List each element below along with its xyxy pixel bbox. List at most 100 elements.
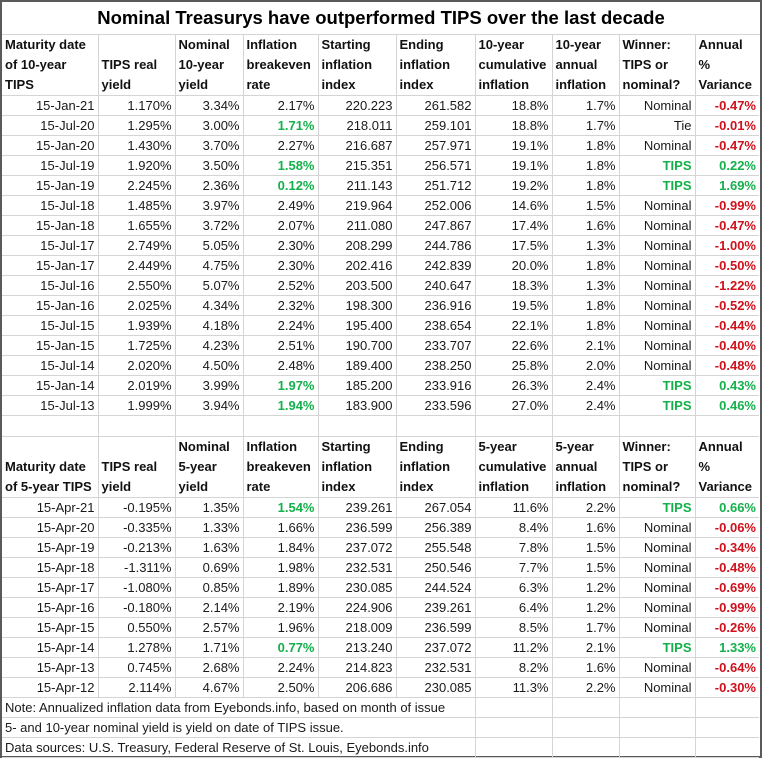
cell-tips-real-yield[interactable]: -0.195% — [98, 497, 176, 518]
cell-tips-real-yield[interactable]: 2.020% — [98, 355, 176, 376]
cell-annual-inflation[interactable]: 1.7% — [552, 115, 620, 136]
cell-tips-real-yield[interactable]: 2.025% — [98, 295, 176, 316]
cell-maturity-date[interactable]: 15-Apr-13 — [2, 657, 99, 678]
cell-maturity-date[interactable]: 15-Apr-18 — [2, 557, 99, 578]
cell-annual-variance[interactable]: -0.47% — [695, 95, 759, 116]
cell-inflation-breakeven-rate[interactable]: 2.32% — [243, 295, 319, 316]
cell-winner[interactable]: Nominal — [619, 335, 696, 356]
cell-starting-inflation-index[interactable]: 203.500 — [318, 275, 397, 296]
cell-cumulative-inflation[interactable]: 6.3% — [475, 577, 553, 598]
cell-annual-variance[interactable]: 0.22% — [695, 155, 759, 176]
cell-inflation-breakeven-rate[interactable]: 1.66% — [243, 517, 319, 538]
cell-winner[interactable]: Nominal — [619, 315, 696, 336]
empty-cell[interactable] — [619, 697, 696, 718]
cell-inflation-breakeven-rate[interactable]: 2.27% — [243, 135, 319, 156]
cell-starting-inflation-index[interactable]: 218.011 — [318, 115, 397, 136]
cell-annual-variance[interactable]: -0.48% — [695, 557, 759, 578]
cell-tips-real-yield[interactable]: 1.655% — [98, 215, 176, 236]
cell-nominal-yield[interactable]: 3.00% — [175, 115, 244, 136]
cell-nominal-yield[interactable]: 4.23% — [175, 335, 244, 356]
cell-ending-inflation-index[interactable]: 261.582 — [396, 95, 476, 116]
cell-annual-inflation[interactable]: 1.6% — [552, 657, 620, 678]
cell-ending-inflation-index[interactable]: 256.571 — [396, 155, 476, 176]
cell-ending-inflation-index[interactable]: 238.250 — [396, 355, 476, 376]
cell-inflation-breakeven-rate[interactable]: 2.48% — [243, 355, 319, 376]
empty-cell[interactable] — [475, 697, 553, 718]
cell-maturity-date[interactable]: 15-Jan-15 — [2, 335, 99, 356]
cell-starting-inflation-index[interactable]: 185.200 — [318, 375, 397, 396]
cell-cumulative-inflation[interactable]: 25.8% — [475, 355, 553, 376]
cell-inflation-breakeven-rate[interactable]: 1.89% — [243, 577, 319, 598]
cell-inflation-breakeven-rate[interactable]: 2.24% — [243, 657, 319, 678]
cell-tips-real-yield[interactable]: 0.745% — [98, 657, 176, 678]
cell-nominal-yield[interactable]: 4.18% — [175, 315, 244, 336]
cell-annual-inflation[interactable]: 1.3% — [552, 235, 620, 256]
empty-cell[interactable] — [619, 717, 696, 738]
cell-nominal-yield[interactable]: 2.36% — [175, 175, 244, 196]
empty-cell[interactable] — [619, 415, 696, 437]
cell-tips-real-yield[interactable]: 1.725% — [98, 335, 176, 356]
cell-inflation-breakeven-rate[interactable]: 2.30% — [243, 255, 319, 276]
empty-cell[interactable] — [2, 415, 99, 437]
cell-ending-inflation-index[interactable]: 252.006 — [396, 195, 476, 216]
empty-cell[interactable] — [552, 717, 620, 738]
cell-starting-inflation-index[interactable]: 208.299 — [318, 235, 397, 256]
empty-cell[interactable] — [695, 697, 759, 718]
cell-cumulative-inflation[interactable]: 18.8% — [475, 95, 553, 116]
cell-nominal-yield[interactable]: 3.50% — [175, 155, 244, 176]
cell-winner[interactable]: Nominal — [619, 657, 696, 678]
cell-nominal-yield[interactable]: 4.67% — [175, 677, 244, 698]
cell-nominal-yield[interactable]: 2.57% — [175, 617, 244, 638]
cell-ending-inflation-index[interactable]: 251.712 — [396, 175, 476, 196]
empty-cell[interactable] — [318, 415, 397, 437]
cell-maturity-date[interactable]: 15-Jan-14 — [2, 375, 99, 396]
cell-inflation-breakeven-rate[interactable]: 2.19% — [243, 597, 319, 618]
cell-tips-real-yield[interactable]: 1.295% — [98, 115, 176, 136]
cell-winner[interactable]: Nominal — [619, 355, 696, 376]
cell-nominal-yield[interactable]: 4.34% — [175, 295, 244, 316]
cell-cumulative-inflation[interactable]: 7.7% — [475, 557, 553, 578]
cell-winner[interactable]: Tie — [619, 115, 696, 136]
cell-tips-real-yield[interactable]: 1.278% — [98, 637, 176, 658]
cell-winner[interactable]: Nominal — [619, 597, 696, 618]
cell-annual-variance[interactable]: -0.47% — [695, 215, 759, 236]
cell-maturity-date[interactable]: 15-Jan-17 — [2, 255, 99, 276]
cell-maturity-date[interactable]: 15-Apr-16 — [2, 597, 99, 618]
cell-starting-inflation-index[interactable]: 236.599 — [318, 517, 397, 538]
cell-starting-inflation-index[interactable]: 213.240 — [318, 637, 397, 658]
cell-annual-variance[interactable]: -0.69% — [695, 577, 759, 598]
cell-nominal-yield[interactable]: 3.94% — [175, 395, 244, 416]
cell-tips-real-yield[interactable]: -1.080% — [98, 577, 176, 598]
cell-annual-inflation[interactable]: 1.8% — [552, 295, 620, 316]
cell-nominal-yield[interactable]: 1.33% — [175, 517, 244, 538]
cell-tips-real-yield[interactable]: -1.311% — [98, 557, 176, 578]
cell-nominal-yield[interactable]: 3.70% — [175, 135, 244, 156]
cell-tips-real-yield[interactable]: 2.245% — [98, 175, 176, 196]
cell-winner[interactable]: TIPS — [619, 175, 696, 196]
cell-maturity-date[interactable]: 15-Jul-19 — [2, 155, 99, 176]
cell-annual-variance[interactable]: -0.50% — [695, 255, 759, 276]
cell-annual-inflation[interactable]: 1.8% — [552, 135, 620, 156]
cell-nominal-yield[interactable]: 1.35% — [175, 497, 244, 518]
cell-cumulative-inflation[interactable]: 22.1% — [475, 315, 553, 336]
cell-nominal-yield[interactable]: 1.63% — [175, 537, 244, 558]
cell-ending-inflation-index[interactable]: 239.261 — [396, 597, 476, 618]
cell-maturity-date[interactable]: 15-Apr-21 — [2, 497, 99, 518]
cell-cumulative-inflation[interactable]: 26.3% — [475, 375, 553, 396]
cell-ending-inflation-index[interactable]: 259.101 — [396, 115, 476, 136]
cell-maturity-date[interactable]: 15-Apr-12 — [2, 677, 99, 698]
cell-tips-real-yield[interactable]: 1.430% — [98, 135, 176, 156]
cell-starting-inflation-index[interactable]: 198.300 — [318, 295, 397, 316]
empty-cell[interactable] — [552, 697, 620, 718]
cell-ending-inflation-index[interactable]: 244.524 — [396, 577, 476, 598]
empty-cell[interactable] — [552, 737, 620, 758]
cell-annual-variance[interactable]: -0.40% — [695, 335, 759, 356]
cell-tips-real-yield[interactable]: 1.170% — [98, 95, 176, 116]
cell-nominal-yield[interactable]: 5.07% — [175, 275, 244, 296]
cell-annual-inflation[interactable]: 1.8% — [552, 155, 620, 176]
cell-tips-real-yield[interactable]: 2.550% — [98, 275, 176, 296]
cell-annual-inflation[interactable]: 1.5% — [552, 195, 620, 216]
cell-annual-variance[interactable]: -0.48% — [695, 355, 759, 376]
cell-nominal-yield[interactable]: 5.05% — [175, 235, 244, 256]
cell-annual-variance[interactable]: -0.30% — [695, 677, 759, 698]
